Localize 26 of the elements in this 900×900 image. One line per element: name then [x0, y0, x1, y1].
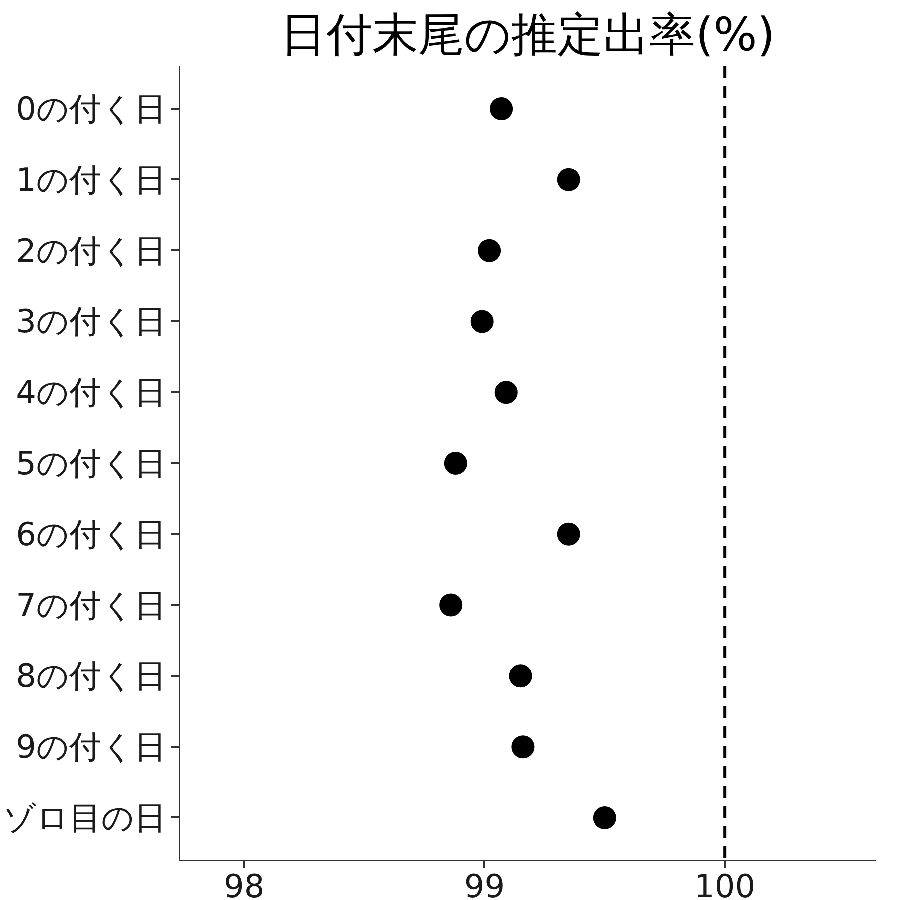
point [490, 98, 514, 121]
point [444, 452, 468, 475]
point [440, 594, 463, 617]
y-tick-label: 5の付く日 [16, 444, 166, 482]
y-tick-label: 2の付く日 [16, 232, 166, 270]
x-tick-label: 100 [694, 868, 756, 900]
point [509, 664, 532, 688]
y-tick-label: 9の付く日 [16, 728, 166, 766]
point [478, 239, 502, 262]
point [494, 381, 518, 404]
chart-title: 日付末尾の推定出率(%) [280, 8, 776, 62]
point [593, 806, 616, 830]
y-tick-label: 4の付く日 [16, 374, 166, 412]
point [557, 168, 580, 192]
y-tick-label: 8の付く日 [16, 657, 166, 696]
x-tick-label: 99 [464, 868, 506, 900]
x-tick-label: 98 [224, 868, 265, 900]
y-tick-label: ゾロ目の日 [4, 798, 166, 837]
point [512, 736, 535, 759]
y-tick-label: 1の付く日 [16, 160, 166, 199]
y-tick-label: 6の付く日 [16, 515, 166, 554]
y-tick-label: 7の付く日 [16, 586, 166, 624]
point [470, 310, 494, 334]
point [557, 522, 580, 546]
y-tick-label: 3の付く日 [16, 302, 166, 341]
y-tick-label: 0の付く日 [16, 90, 166, 128]
